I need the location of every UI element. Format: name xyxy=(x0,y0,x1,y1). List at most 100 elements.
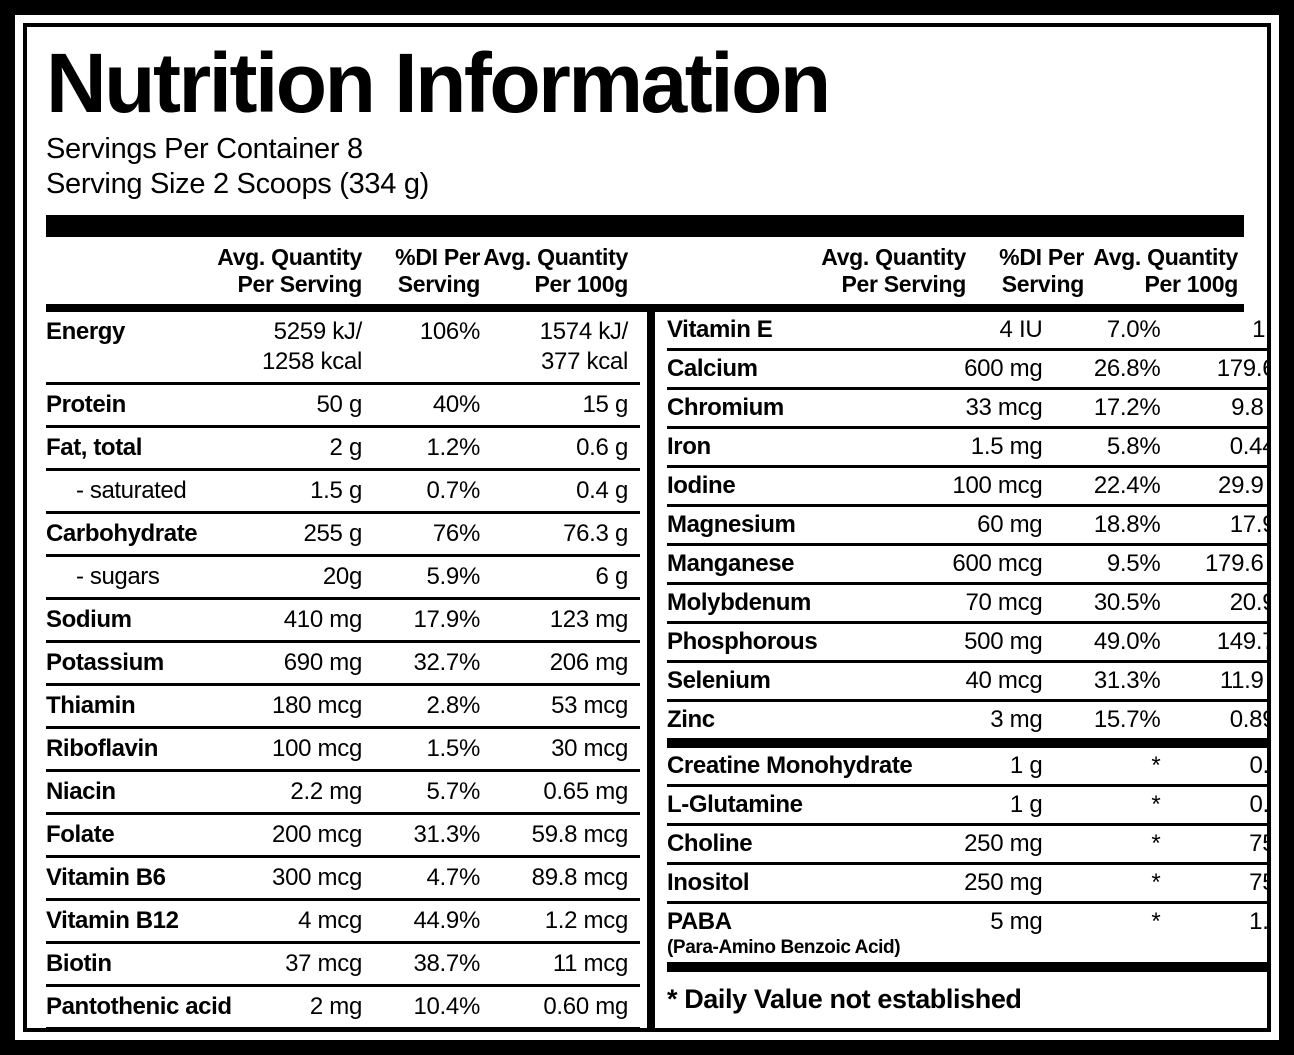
nutrient-name-cell: Chromium xyxy=(667,393,912,423)
nutrient-name: Iron xyxy=(667,433,711,461)
table-row: Pantothenic acid 2 mg 10.4% 0.60 mg xyxy=(46,987,640,1028)
table-row: Vitamin E 4 IU 7.0% 1.2 IU xyxy=(667,312,1267,352)
right-mineral-table: Vitamin E 4 IU 7.0% 1.2 IU Calcium 6 xyxy=(667,312,1271,738)
value-per-100g: 9.8 mcg xyxy=(1231,394,1264,422)
nutrient-name: Magnesium xyxy=(667,511,796,539)
value-per-100g: 1.2 mcg xyxy=(544,907,629,935)
header-avg-qty-serving: Avg. Quantity Per Serving xyxy=(821,244,966,298)
nutrient-name: Sodium xyxy=(46,606,132,634)
table-row: Carbohydrate 255 g 76% 76.3 g xyxy=(46,514,640,558)
nutrient-name-cell: Phosphorous xyxy=(667,627,912,657)
value-di-percent: 106% xyxy=(419,318,480,346)
table-row: Fat, total 2 g 1.2% 0.6 g xyxy=(46,428,640,472)
table-row: Niacin 2.2 mg 5.7% 0.65 mg xyxy=(46,772,640,816)
value-di-percent: 5.8% xyxy=(1106,433,1161,461)
value-di-percent: 40% xyxy=(432,391,480,419)
nutrient-name-cell: Fat, total xyxy=(46,433,232,463)
value-per-100g: 11 mcg xyxy=(552,950,628,978)
table-row: Calcium 600 mg 26.8% 179.6 mg xyxy=(667,351,1267,391)
table-row: - saturated 1.5 g 0.7% 0.4 g xyxy=(46,471,640,515)
nutrient-name: Phosphorous xyxy=(667,628,818,656)
value-per-serving: 2.2 mg xyxy=(290,778,362,806)
table-row: Phosphorous 500 mg 49.0% 149.7 mg xyxy=(667,624,1267,664)
section-divider-bar xyxy=(667,738,1267,749)
nutrient-name: L-Glutamine xyxy=(667,791,803,819)
value-di-percent: 26.8% xyxy=(1093,355,1161,383)
nutrient-name-cell: L-Glutamine xyxy=(667,790,912,820)
value-di-percent: 10.4% xyxy=(413,993,480,1021)
nutrient-name: Inositol xyxy=(667,869,750,897)
value-per-100g: 30 mcg xyxy=(551,735,628,763)
nutrient-name: Protein xyxy=(46,391,126,419)
value-per-100g: 0.6 g xyxy=(576,434,628,462)
value-di-percent: 44.9% xyxy=(413,907,480,935)
value-di-percent: 7.0% xyxy=(1106,316,1161,344)
value-per-100g: 0.89 mg xyxy=(1229,706,1271,734)
value-per-100g: 59.8 mcg xyxy=(531,821,629,849)
value-per-serving: 40 mcg xyxy=(965,667,1043,695)
value-per-100g: 75 mg xyxy=(1249,869,1267,897)
nutrient-name: Vitamin B12 xyxy=(46,907,179,935)
value-per-serving: 500 mg xyxy=(964,628,1043,656)
table-row: Vitamin B12 4 mcg 44.9% 1.2 mcg xyxy=(46,901,640,945)
value-per-serving: 1.5 mg xyxy=(970,433,1043,461)
table-row: Sodium 410 mg 17.9% 123 mg xyxy=(46,600,640,644)
value-di-percent: 5.9% xyxy=(426,563,480,591)
nutrient-name-cell: Selenium xyxy=(667,666,912,696)
nutrient-name-cell: Calcium xyxy=(667,354,912,384)
table-row: Inositol 250 mg * 75 mg xyxy=(667,865,1267,905)
table-row: Vitamin B6 300 mcg 4.7% 89.8 mcg xyxy=(46,858,640,902)
value-per-serving: 1 g xyxy=(1009,791,1043,819)
value-per-serving: 1 g xyxy=(1009,752,1043,780)
right-other-table: Creatine Monohydrate 1 g * 0.29 g L-Glut… xyxy=(667,748,1269,962)
header-di-per-serving: %DI Per Serving xyxy=(395,244,480,298)
value-di-percent: 38.7% xyxy=(413,950,480,978)
nutrient-name: Vitamin B6 xyxy=(46,864,166,892)
table-row: Iodine 100 mcg 22.4% 29.9 mcg xyxy=(667,468,1267,508)
nutrient-name-cell: Iodine xyxy=(667,471,912,501)
value-per-100g: 75 mg xyxy=(1249,830,1267,858)
table-row: Choline 250 mg * 75 mg xyxy=(667,826,1267,866)
column-headers-left: Avg. Quantity Per Serving %DI Per Servin… xyxy=(46,244,640,298)
table-row: L-Glutamine 1 g * 0.29 g xyxy=(667,787,1267,827)
nutrient-name-cell: Thiamin xyxy=(46,691,232,721)
header-di-per-serving: %DI Per Serving xyxy=(999,244,1084,298)
table-row: Potassium 690 mg 32.7% 206 mg xyxy=(46,643,640,687)
value-di-percent: 17.2% xyxy=(1093,394,1161,422)
value-per-100g: 179.6 mcg xyxy=(1205,550,1264,578)
nutrient-name-cell: Choline xyxy=(667,829,912,859)
column-header-row: Avg. Quantity Per Serving %DI Per Servin… xyxy=(46,244,1244,298)
nutrient-name-cell: Vitamin E xyxy=(667,315,912,345)
value-per-100g: 0.4 g xyxy=(576,477,628,505)
servings-per-container: Servings Per Container 8 xyxy=(46,132,363,165)
value-per-serving: 300 mcg xyxy=(272,864,362,892)
nutrient-name: Carbohydrate xyxy=(46,520,198,548)
value-per-serving: 255 g xyxy=(303,520,362,548)
value-per-100g: 0.44 mg xyxy=(1229,433,1271,461)
table-row: Vitamin C 10 mg 3.5% 3 mg xyxy=(46,1030,640,1032)
value-per-serving: 50 g xyxy=(316,391,362,419)
value-di-percent: * xyxy=(1151,830,1161,858)
value-di-percent: 17.9% xyxy=(413,606,480,634)
value-per-100g: 0.29 g xyxy=(1249,752,1269,780)
nutrient-subname: (Para-Amino Benzoic Acid) xyxy=(667,937,901,959)
value-per-serving: 100 mcg xyxy=(272,735,362,763)
table-row: Protein 50 g 40% 15 g xyxy=(46,385,640,429)
nutrient-name: Fat, total xyxy=(46,434,142,462)
value-per-100g: 15 g xyxy=(582,391,628,419)
nutrient-name: Folate xyxy=(46,821,115,849)
nutrition-panel: Nutrition Information Servings Per Conta… xyxy=(23,23,1271,1032)
value-di-percent: 31.3% xyxy=(1093,667,1161,695)
value-per-100g: 1.5mg xyxy=(1249,908,1269,936)
nutrient-name-cell: Molybdenum xyxy=(667,588,912,618)
value-per-serving: 690 mg xyxy=(283,649,363,677)
nutrient-name: Biotin xyxy=(46,950,112,978)
nutrient-name-cell: - saturated xyxy=(46,476,232,506)
value-di-percent: 32.7% xyxy=(413,649,480,677)
header-avg-qty-100g: Avg. Quantity Per 100g xyxy=(483,244,628,298)
value-di-percent: 5.7% xyxy=(426,778,480,806)
left-nutrient-table: Energy 5259 kJ/ 1258 kcal 106% 1574 kJ/ … xyxy=(46,312,640,1032)
value-per-serving: 70 mcg xyxy=(965,589,1043,617)
value-di-percent: 30.5% xyxy=(1093,589,1161,617)
nutrient-name: Manganese xyxy=(667,550,795,578)
